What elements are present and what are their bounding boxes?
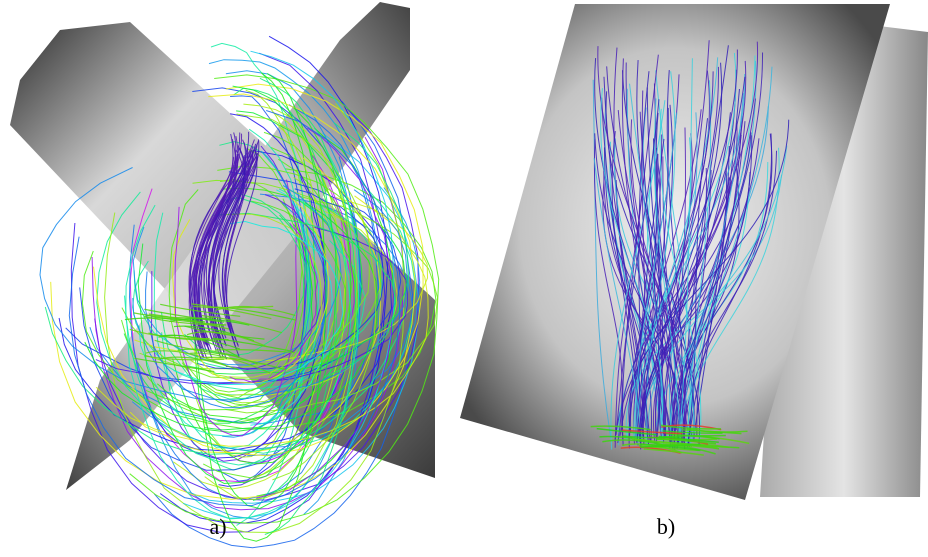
figure: a) b)	[0, 0, 928, 557]
panel-label: a)	[209, 514, 226, 539]
panel-label: b)	[657, 514, 675, 539]
page: {"panels": [{"label": "a)"}, {"label": "…	[0, 0, 928, 557]
